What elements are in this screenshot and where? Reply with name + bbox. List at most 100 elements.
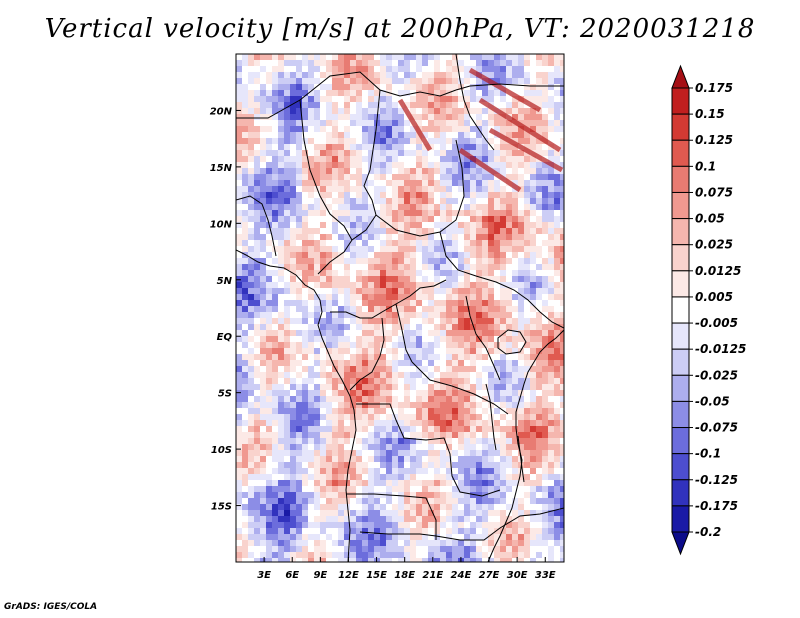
- field-cell: [488, 264, 494, 270]
- field-cell: [374, 546, 380, 552]
- field-cell: [512, 462, 518, 468]
- field-cell: [458, 462, 464, 468]
- field-cell: [290, 90, 296, 96]
- field-cell: [404, 336, 410, 342]
- field-cell: [284, 252, 290, 258]
- field-cell: [332, 240, 338, 246]
- field-cell: [416, 138, 422, 144]
- field-cell: [404, 552, 410, 558]
- field-cell: [410, 390, 416, 396]
- field-cell: [326, 66, 332, 72]
- field-cell: [332, 468, 338, 474]
- field-cell: [482, 372, 488, 378]
- field-cell: [488, 492, 494, 498]
- field-cell: [404, 228, 410, 234]
- field-cell: [290, 330, 296, 336]
- map-title: Vertical velocity [m/s] at 200hPa, VT: 2…: [44, 14, 756, 44]
- field-cell: [260, 366, 266, 372]
- field-cell: [392, 318, 398, 324]
- field-cell: [470, 342, 476, 348]
- field-cell: [476, 216, 482, 222]
- field-cell: [416, 426, 422, 432]
- field-cell: [272, 180, 278, 186]
- field-cell: [488, 528, 494, 534]
- field-cell: [266, 90, 272, 96]
- field-cell: [500, 432, 506, 438]
- field-cell: [392, 174, 398, 180]
- field-cell: [326, 240, 332, 246]
- field-cell: [416, 120, 422, 126]
- field-cell: [344, 534, 350, 540]
- field-cell: [500, 402, 506, 408]
- field-cell: [308, 288, 314, 294]
- field-cell: [500, 270, 506, 276]
- field-cell: [290, 126, 296, 132]
- field-cell: [392, 216, 398, 222]
- field-cell: [242, 456, 248, 462]
- field-cell: [266, 534, 272, 540]
- field-cell: [344, 504, 350, 510]
- field-cell: [446, 312, 452, 318]
- field-cell: [482, 444, 488, 450]
- field-cell: [248, 168, 254, 174]
- field-cell: [500, 546, 506, 552]
- field-cell: [362, 204, 368, 210]
- field-cell: [554, 516, 560, 522]
- field-cell: [518, 546, 524, 552]
- field-cell: [458, 114, 464, 120]
- field-cell: [434, 96, 440, 102]
- field-cell: [332, 504, 338, 510]
- field-cell: [464, 378, 470, 384]
- field-cell: [266, 84, 272, 90]
- field-cell: [266, 102, 272, 108]
- field-cell: [530, 180, 536, 186]
- field-cell: [506, 222, 512, 228]
- field-cell: [536, 546, 542, 552]
- field-cell: [386, 522, 392, 528]
- field-cell: [554, 78, 560, 84]
- field-cell: [272, 156, 278, 162]
- field-cell: [236, 540, 242, 546]
- field-cell: [416, 240, 422, 246]
- field-cell: [542, 270, 548, 276]
- field-cell: [296, 432, 302, 438]
- field-cell: [440, 540, 446, 546]
- field-cell: [548, 456, 554, 462]
- field-cell: [494, 270, 500, 276]
- field-cell: [434, 558, 440, 562]
- field-cell: [278, 204, 284, 210]
- field-cell: [392, 234, 398, 240]
- field-cell: [290, 396, 296, 402]
- field-cell: [290, 204, 296, 210]
- field-cell: [344, 462, 350, 468]
- field-cell: [560, 468, 564, 474]
- field-cell: [242, 426, 248, 432]
- field-cell: [470, 540, 476, 546]
- field-cell: [554, 384, 560, 390]
- field-cell: [284, 288, 290, 294]
- field-cell: [410, 144, 416, 150]
- field-cell: [374, 258, 380, 264]
- field-cell: [464, 198, 470, 204]
- field-cell: [296, 474, 302, 480]
- field-cell: [500, 258, 506, 264]
- field-cell: [398, 534, 404, 540]
- field-cell: [380, 456, 386, 462]
- field-cell: [410, 534, 416, 540]
- field-cell: [284, 372, 290, 378]
- field-cell: [416, 324, 422, 330]
- field-cell: [500, 534, 506, 540]
- field-cell: [512, 390, 518, 396]
- field-cell: [362, 378, 368, 384]
- field-cell: [392, 126, 398, 132]
- field-cell: [296, 234, 302, 240]
- field-cell: [506, 474, 512, 480]
- field-cell: [236, 192, 242, 198]
- field-cell: [470, 264, 476, 270]
- field-cell: [272, 522, 278, 528]
- field-cell: [284, 150, 290, 156]
- field-cell: [296, 426, 302, 432]
- field-cell: [500, 240, 506, 246]
- field-cell: [344, 558, 350, 562]
- field-cell: [410, 552, 416, 558]
